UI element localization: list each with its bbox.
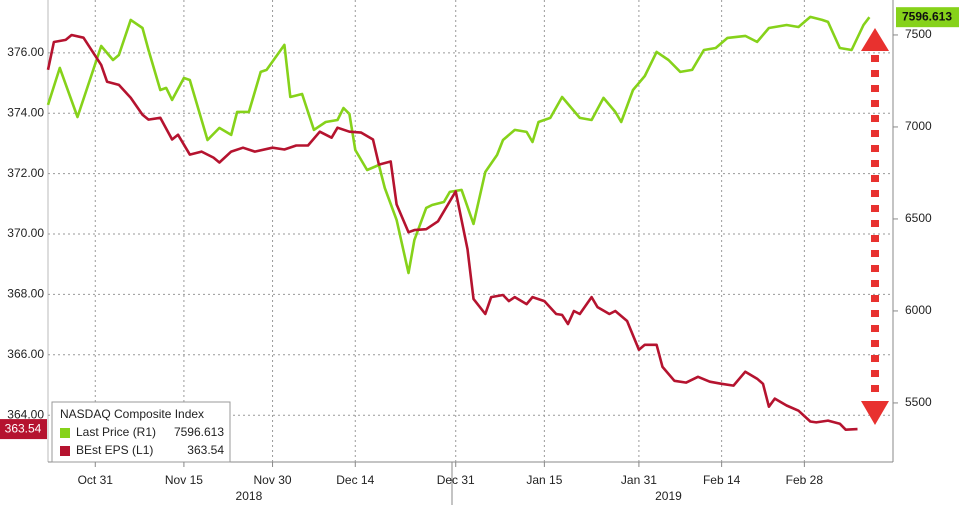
x-year-label: 2019	[655, 489, 682, 503]
y2-tick-label: 7500	[905, 27, 932, 41]
y2-tick-label: 7000	[905, 119, 932, 133]
legend-value: 363.54	[187, 443, 224, 457]
series-line	[46, 33, 858, 431]
overlay: 7596.613 363.54	[0, 7, 959, 440]
legend-title: NASDAQ Composite Index	[60, 407, 204, 421]
y-tick-label: 364.00	[7, 407, 44, 421]
legend-label: BEst EPS (L1)	[76, 443, 153, 457]
legend-swatch	[60, 446, 70, 456]
last-value-label: 7596.613	[902, 9, 952, 23]
legend-label: Last Price (R1)	[76, 425, 156, 439]
x-year-label: 2018	[236, 489, 263, 503]
legend-box	[51, 401, 231, 463]
y-tick-label: 370.00	[7, 226, 44, 240]
y2-tick-label: 6500	[905, 211, 932, 225]
last-value-label: 363.54	[5, 421, 42, 435]
y-tick-label: 368.00	[7, 287, 44, 301]
series-line	[46, 15, 871, 275]
last-value-tag	[0, 419, 47, 440]
x-tick-label: Nov 30	[254, 473, 292, 487]
x-tick-label: Feb 28	[786, 473, 824, 487]
y-tick-label: 372.00	[7, 166, 44, 180]
arrow-head	[861, 401, 889, 425]
y2-tick-label: 5500	[905, 395, 932, 409]
x-tick-label: Dec 14	[336, 473, 374, 487]
y-tick-label: 376.00	[7, 45, 44, 59]
y-tick-label: 366.00	[7, 347, 44, 361]
plot	[46, 15, 871, 431]
legend: NASDAQ Composite Index Last Price (R1) 75…	[51, 401, 231, 463]
annotation-arrow	[861, 28, 889, 425]
y-tick-label: 374.00	[7, 105, 44, 119]
x-tick-label: Oct 31	[78, 473, 114, 487]
x-tick-label: Nov 15	[165, 473, 203, 487]
y2-tick-label: 6000	[905, 303, 932, 317]
legend-value: 7596.613	[174, 425, 224, 439]
x-tick-label: Jan 15	[526, 473, 562, 487]
legend-swatch	[60, 428, 70, 438]
x-tick-label: Jan 31	[621, 473, 657, 487]
grid	[48, 0, 893, 462]
last-value-tag	[896, 7, 959, 28]
arrow-head	[861, 28, 889, 51]
x-tick-label: Dec 31	[437, 473, 475, 487]
x-tick-label: Feb 14	[703, 473, 741, 487]
